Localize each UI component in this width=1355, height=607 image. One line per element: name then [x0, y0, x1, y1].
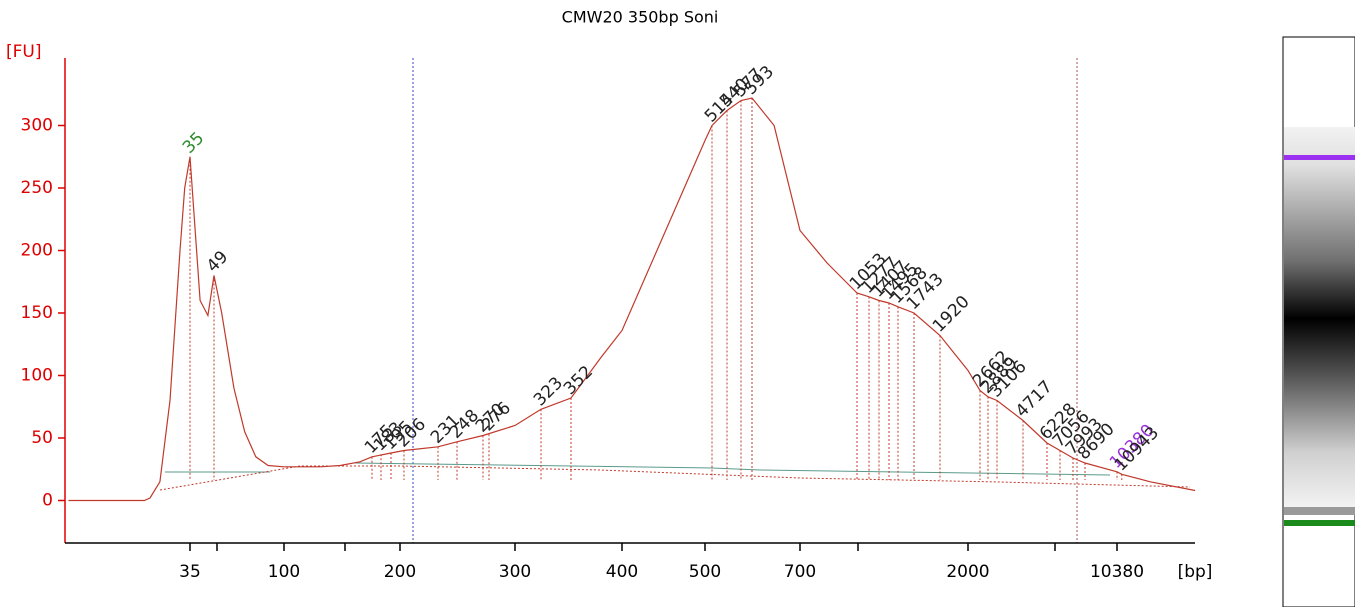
plot: 0 50 100 150 200 250 300 35 100 200 300 400 500 700 20… [21, 62, 1196, 582]
x-tick-label: 10380 [1090, 562, 1144, 582]
y-tick-label: 0 [42, 491, 53, 511]
baseline [354, 462, 1111, 476]
x-tick-label: 100 [268, 562, 300, 582]
x-tick-label: 200 [384, 562, 416, 582]
y-tick-label: 150 [21, 303, 53, 323]
upper-marker-band [1284, 155, 1355, 160]
y-tick-label: 100 [21, 366, 53, 386]
y-tick-label: 50 [31, 428, 53, 448]
peak-label: 323 [530, 373, 567, 410]
peak-label: 1920 [929, 292, 974, 337]
peak-label: 49 [203, 247, 232, 276]
x-tick-label: 35 [179, 562, 201, 582]
gel-band [1284, 507, 1355, 515]
y-tick-label: 200 [21, 241, 53, 261]
baseline-fit [159, 465, 1191, 491]
x-tick-label: 500 [689, 562, 721, 582]
y-axis-label: [FU] [6, 42, 42, 62]
lower-marker-band [1284, 520, 1355, 526]
gel-smear [1284, 127, 1355, 510]
x-tick-label: 400 [606, 562, 638, 582]
x-tick-label: 700 [784, 562, 816, 582]
chart-title: CMW20 350bp Soni [562, 8, 719, 27]
x-tick-label: 300 [499, 562, 531, 582]
y-tick-label: 300 [21, 116, 53, 136]
x-axis-label: [bp] [1178, 562, 1213, 582]
trace [68, 97, 1196, 502]
y-tick-label: 250 [21, 178, 53, 198]
peak-label: 35 [179, 128, 208, 157]
x-tick-label: 2000 [946, 562, 989, 582]
peak-label: 352 [560, 362, 597, 399]
